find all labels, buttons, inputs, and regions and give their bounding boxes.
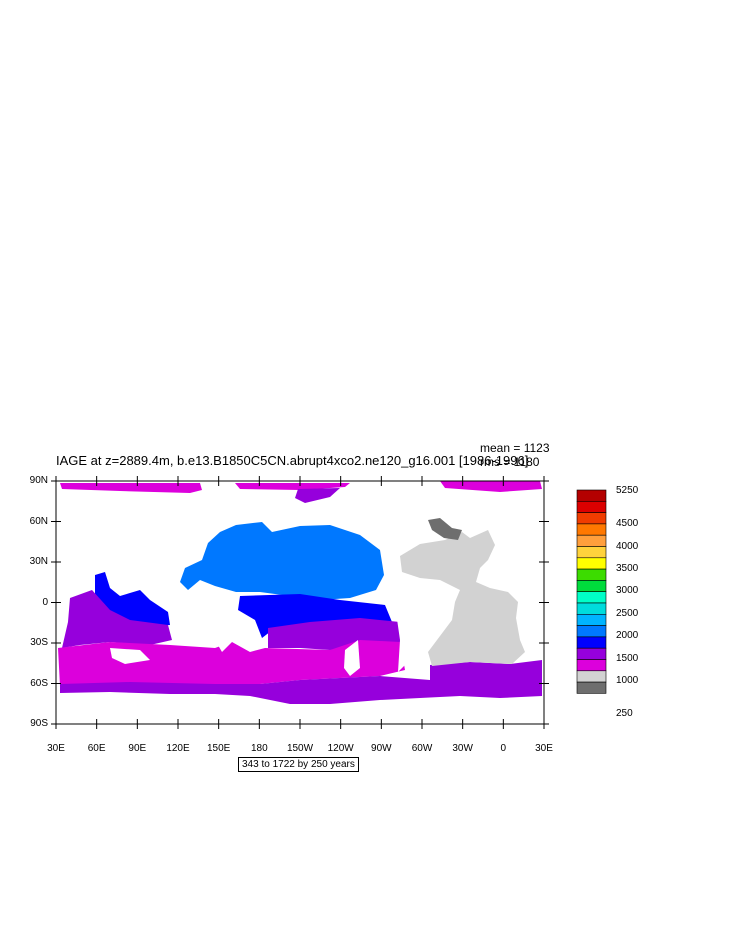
colorbar-label: 1500: [616, 653, 639, 664]
colorbar-swatch: [576, 613, 607, 626]
colorbar-swatch: [576, 500, 607, 513]
colorbar-swatch: [576, 681, 607, 694]
indian-ocean-purple-field: [62, 590, 172, 648]
colorbar-label: 2000: [616, 630, 639, 641]
longitude-label: 30W: [452, 743, 473, 754]
arctic-field: [60, 481, 542, 503]
longitude-ticks: [55, 476, 545, 729]
longitude-label: 120E: [166, 743, 190, 754]
southern-ocean-field: [58, 640, 405, 686]
longitude-label: 0: [500, 743, 507, 754]
colorbar: [576, 489, 607, 694]
rms-stat: rms = 1180: [480, 455, 540, 469]
colorbar-swatch: [576, 534, 607, 547]
antarctic-circumpolar-field: [60, 675, 542, 704]
colorbar-swatch: [576, 591, 607, 604]
atlantic-field: [400, 530, 525, 666]
colorbar-label: 4500: [616, 518, 639, 529]
colorbar-swatch: [576, 602, 607, 615]
colorbar-swatch: [576, 568, 607, 581]
latitude-label: 30N: [29, 556, 48, 567]
latitude-label: 90S: [30, 718, 48, 729]
colorbar-swatch: [576, 659, 607, 672]
colorbar-label: 250: [616, 708, 633, 719]
colorbar-label: 4000: [616, 541, 639, 552]
latitude-label: 30S: [30, 637, 48, 648]
longitude-label: 60W: [411, 743, 433, 754]
colorbar-swatch: [576, 670, 607, 683]
south-atlantic-purple-field: [430, 660, 542, 682]
colorbar-swatch: [576, 636, 607, 649]
longitude-label: 150E: [206, 743, 231, 754]
longitude-label: 60E: [87, 743, 106, 754]
colorbar-swatch: [576, 647, 607, 660]
longitude-label: 90E: [128, 743, 147, 754]
gin-seas-field: [428, 518, 462, 540]
colorbar-swatch: [576, 546, 607, 559]
colorbar-label: 1000: [616, 675, 639, 686]
longitude-label: 120W: [327, 743, 354, 754]
longitude-label: 90W: [371, 743, 392, 754]
mean-stat: mean = 1123: [480, 441, 550, 455]
longitude-label: 150W: [286, 743, 314, 754]
latitude-label: 60S: [30, 677, 48, 689]
colorbar-swatch: [576, 580, 607, 593]
latitude-label: 60N: [29, 515, 48, 527]
colorbar-label: 5250: [616, 485, 639, 496]
latitude-ticks: [51, 480, 549, 725]
latitude-label: 0: [42, 596, 48, 608]
longitude-label: 180: [250, 743, 268, 754]
colorbar-swatch: [576, 557, 607, 570]
plot-title: IAGE at z=2889.4m, b.e13.B1850C5CN.abrup…: [56, 453, 529, 468]
colorbar-swatch: [576, 512, 607, 525]
longitude-label: 30E: [47, 743, 65, 754]
land-mask: [110, 598, 410, 676]
colorbar-label: 3500: [616, 563, 639, 574]
colorbar-label: 3000: [616, 585, 639, 596]
colorbar-swatch: [576, 523, 607, 536]
north-pacific-field: [180, 522, 384, 600]
contour-range-label: 343 to 1722 by 250 years: [238, 757, 359, 772]
colorbar-swatch: [576, 489, 607, 502]
longitude-label: 30E: [535, 743, 553, 754]
colorbar-swatch: [576, 625, 607, 638]
colorbar-label: 2500: [616, 608, 639, 619]
latitude-label: 90N: [29, 475, 48, 486]
